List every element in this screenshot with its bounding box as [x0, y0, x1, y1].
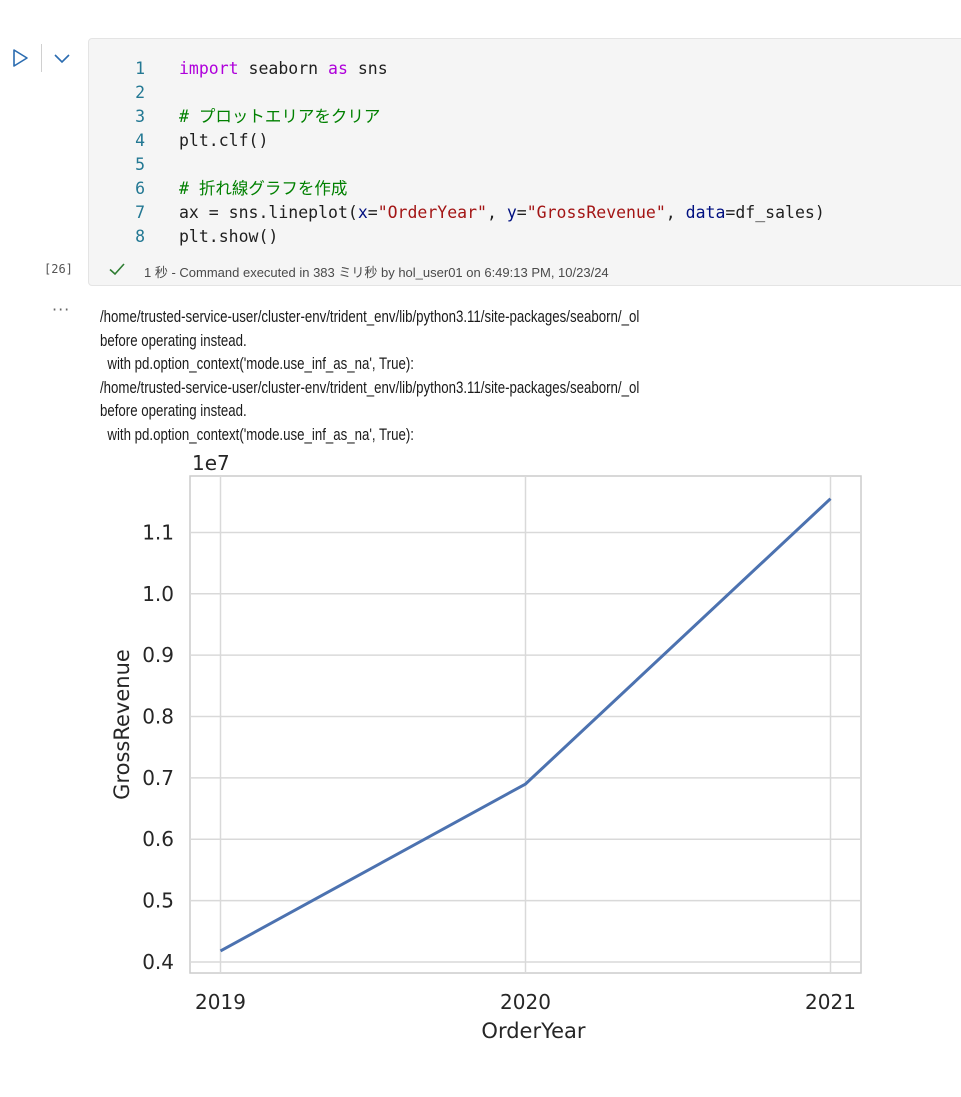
stderr-line: with pd.option_context('mode.use_inf_as_… — [100, 354, 414, 373]
code-text: # プロットエリアをクリア — [179, 107, 381, 126]
y-tick-label: 0.4 — [142, 950, 174, 974]
chevron-down-icon[interactable] — [52, 48, 72, 68]
axis-offset-label: 1e7 — [192, 451, 230, 475]
run-cell-icon[interactable] — [10, 48, 30, 68]
code-text: ax = sns.lineplot(x="OrderYear", y="Gros… — [179, 203, 825, 222]
line-number: 2 — [135, 83, 145, 102]
output-more-icon[interactable]: ··· — [52, 300, 71, 319]
series-line — [219, 497, 832, 953]
code-cell[interactable]: 1 import seaborn as sns 2 3 # プロットエリアをクリア 4 pl… — [88, 38, 961, 286]
stderr-line: before operating instead. — [100, 330, 247, 350]
y-tick-label: 0.6 — [142, 827, 174, 851]
line-number: 7 — [135, 203, 145, 222]
line-number: 5 — [135, 155, 145, 174]
y-tick-label: 0.7 — [142, 766, 174, 790]
y-tick-label: 0.5 — [142, 889, 174, 913]
line-number: 4 — [135, 131, 145, 150]
x-axis-label: OrderYear — [481, 1019, 586, 1043]
line-number: 6 — [135, 179, 145, 198]
code-text: import seaborn as sns — [179, 59, 388, 78]
stderr-output: /home/trusted-service-user/cluster-env/t… — [100, 305, 772, 446]
code-text: plt.clf() — [179, 131, 269, 150]
y-tick-label: 0.9 — [142, 643, 174, 667]
y-axis-label: GrossRevenue — [110, 649, 134, 800]
line-number: 1 — [135, 59, 145, 78]
stderr-line: /home/trusted-service-user/cluster-env/t… — [100, 307, 640, 326]
stderr-line: /home/trusted-service-user/cluster-env/t… — [100, 377, 640, 397]
execution-status: 1 秒 - Command executed in 383 ミリ秒 by hol… — [144, 265, 609, 280]
stderr-line: with pd.option_context('mode.use_inf_as_… — [100, 424, 414, 444]
execution-count: [26] — [44, 262, 73, 276]
line-number: 8 — [135, 227, 145, 246]
stderr-line: before operating instead. — [100, 401, 247, 420]
code-text: plt.show() — [179, 227, 279, 246]
line-number: 3 — [135, 107, 145, 126]
x-tick-label: 2021 — [805, 990, 856, 1014]
x-tick-label: 2020 — [500, 990, 551, 1014]
x-tick-label: 2019 — [195, 990, 246, 1014]
y-tick-label: 1.0 — [142, 582, 174, 606]
check-icon — [109, 263, 125, 276]
y-tick-label: 1.1 — [142, 520, 174, 544]
y-tick-label: 0.8 — [142, 705, 174, 729]
code-text: # 折れ線グラフを作成 — [179, 179, 348, 198]
line-chart: 2019 2020 2021 0.4 0.5 0.6 0.7 0.8 0.9 1.0 1.1 1e7 O… — [110, 451, 862, 1043]
run-divider — [41, 44, 42, 72]
